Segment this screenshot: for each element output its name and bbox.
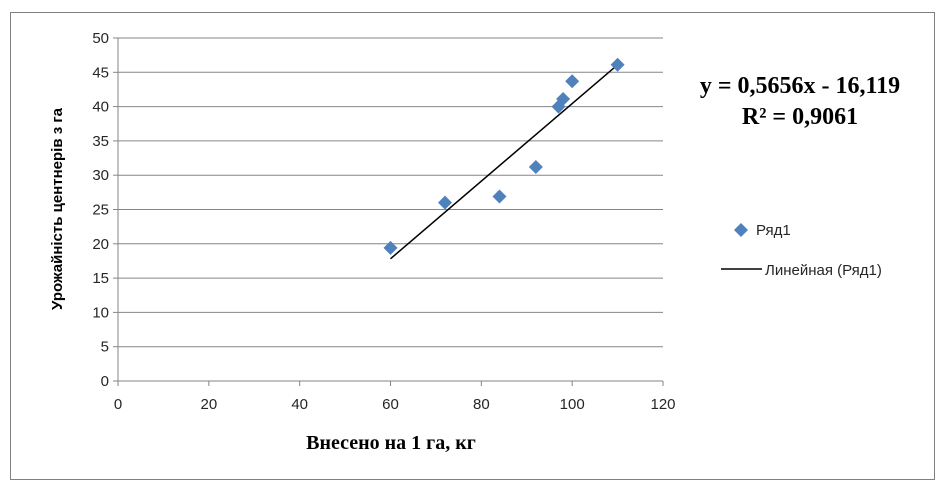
data-point: [528, 159, 543, 174]
trendline-r-squared: R² = 0,9061: [742, 104, 858, 130]
y-tick-label: 10: [92, 304, 109, 321]
y-tick-label: 50: [92, 30, 109, 47]
trendline-equation: y = 0,5656x - 16,119: [700, 73, 900, 99]
scatter-chart: 0 5 10 15 20 25 30 35 40 45 50 0 20 40 60 80 100 120 Урож…: [49, 30, 900, 454]
x-tick-label: 120: [650, 396, 675, 413]
trendline-layer: [390, 64, 619, 260]
y-tick-label: 0: [101, 373, 109, 390]
y-tick-label: 25: [92, 202, 109, 219]
x-tick-label: 40: [291, 396, 308, 413]
gridlines: [118, 37, 663, 348]
y-tick-label: 30: [92, 167, 109, 184]
x-axis-label: Внесено на 1 га, кг: [306, 432, 476, 454]
legend-label-series1: Ряд1: [756, 222, 791, 239]
y-tick-label: 15: [92, 270, 109, 287]
x-tick-label: 20: [200, 396, 217, 413]
data-points: [383, 57, 625, 255]
legend: Ряд1 Линейная (Ряд1): [721, 222, 882, 279]
x-tick-label: 100: [560, 396, 585, 413]
data-point: [383, 240, 398, 255]
y-tick-label: 45: [92, 64, 109, 81]
y-axis-label: Урожайність центнерів з га: [49, 107, 66, 310]
trendline: [390, 64, 619, 260]
data-point: [565, 74, 580, 89]
y-tick-label: 5: [101, 339, 109, 356]
y-tick-label: 20: [92, 236, 109, 253]
x-tick-label: 80: [473, 396, 490, 413]
x-tick-label: 0: [114, 396, 122, 413]
chart-area: 0 5 10 15 20 25 30 35 40 45 50 0 20 40 60 80 100 120 Урож…: [10, 12, 935, 480]
data-point: [492, 189, 507, 204]
data-point: [556, 92, 571, 107]
data-point: [610, 57, 625, 72]
data-point: [438, 195, 452, 210]
axes: 0 5 10 15 20 25 30 35 40 45 50 0 20 40 60 80 100 120: [92, 30, 675, 413]
y-tick-label: 35: [92, 133, 109, 150]
legend-marker-series1: [734, 223, 748, 237]
y-tick-label: 40: [92, 99, 109, 116]
x-tick-label: 60: [382, 396, 399, 413]
legend-label-trendline: Линейная (Ряд1): [765, 262, 882, 279]
